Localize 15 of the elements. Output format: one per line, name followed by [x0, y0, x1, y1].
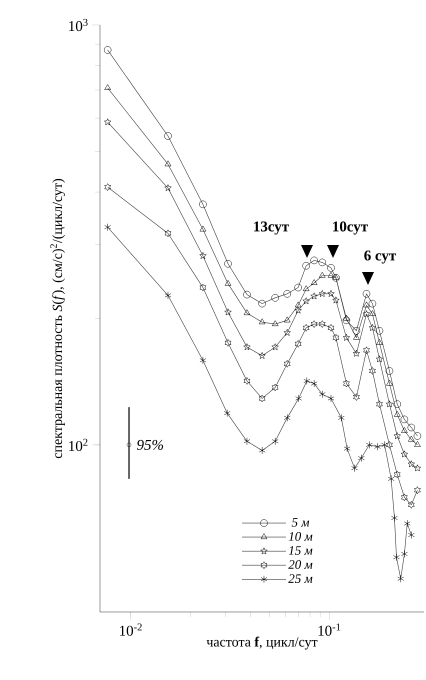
legend-label: 10 м [288, 532, 312, 541]
y-tick-label: 10$^{3}$ [69, 18, 88, 32]
annotation: 6 сут [364, 250, 396, 264]
annotation: 10сут [333, 221, 368, 235]
legend-label: 5 м [292, 518, 310, 527]
annotation: 13сут [254, 221, 289, 235]
legend-label: 15 м [288, 546, 312, 555]
y-tick-label: 10$^{2}$ [69, 438, 88, 452]
x-axis-title: частота f, цикл/сут [206, 636, 318, 650]
annotation: 95% [136, 440, 164, 450]
x-tick-label: 10$^{-2}$ [120, 624, 142, 636]
x-tick-label: 10$^{-1}$ [318, 624, 340, 636]
legend-label: 20 м [288, 560, 312, 569]
y-axis-title: спектральная плотность S(f), (см/с)$^{2}$/(цикл/сут) [50, 178, 65, 458]
legend-label: 25 м [288, 574, 312, 583]
